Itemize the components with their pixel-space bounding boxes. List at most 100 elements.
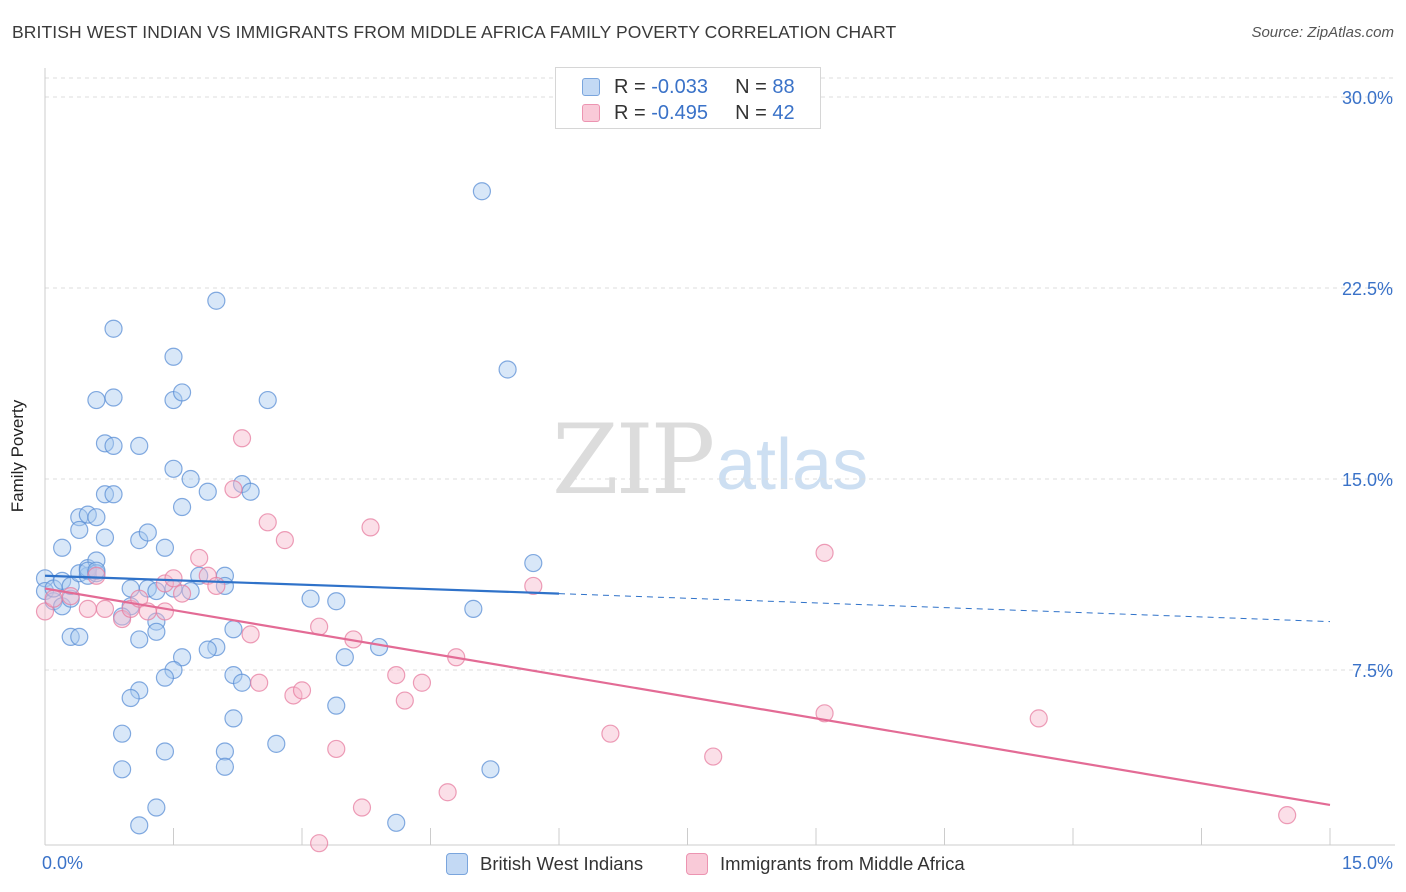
legend-label: British West Indians	[480, 853, 644, 874]
legend-swatch-pink	[582, 104, 600, 122]
blue-point	[232, 673, 252, 692]
pink-point	[87, 566, 106, 585]
blue-point	[524, 553, 543, 573]
legend-r-label: R =	[614, 102, 652, 124]
pink-point	[438, 783, 457, 802]
pink-point	[172, 584, 192, 603]
y-tick-label: 15.0%	[1342, 470, 1393, 490]
blue-point	[335, 648, 354, 667]
blue-point	[198, 640, 217, 659]
blue-point	[121, 688, 140, 708]
blue-point	[164, 347, 183, 366]
blue-point	[198, 482, 217, 501]
pink-point	[207, 576, 226, 596]
blue-point	[327, 592, 346, 611]
legend-r-value: -0.495	[651, 102, 708, 124]
blue-point	[104, 436, 123, 455]
blue-trend-extension	[558, 593, 1331, 623]
blue-trend-line	[44, 574, 560, 595]
legend-n-value: 88	[772, 76, 795, 98]
pink-point	[395, 691, 414, 710]
blue-point	[172, 383, 192, 402]
legend-n-label: N =	[735, 76, 773, 98]
legend-n-label: N =	[735, 102, 773, 124]
pink-point	[95, 599, 115, 618]
blue-point	[327, 696, 346, 715]
blue-point	[130, 436, 149, 455]
pink-point	[155, 602, 175, 621]
blue-point	[472, 182, 491, 201]
blue-point	[112, 760, 132, 779]
blue-point	[224, 620, 243, 639]
pink-point	[241, 625, 260, 644]
pink-point	[190, 548, 209, 568]
blue-point	[215, 757, 234, 776]
legend-r-label: R =	[614, 76, 652, 98]
pink-point	[815, 543, 834, 562]
pink-point	[704, 747, 723, 766]
blue-point	[155, 668, 175, 687]
pink-point	[361, 518, 380, 537]
correlation-legend: R = -0.033 N = 88 R = -0.495 N = 42	[555, 67, 821, 129]
pink-point	[224, 480, 243, 499]
pink-point	[275, 531, 294, 550]
pink-point	[78, 599, 97, 618]
y-tick-label: 30.0%	[1342, 88, 1393, 108]
pink-point	[412, 673, 432, 692]
blue-point	[155, 538, 175, 557]
blue-point	[112, 724, 132, 743]
blue-point	[215, 742, 234, 761]
pink-point	[44, 589, 63, 608]
blue-point	[87, 390, 106, 410]
blue-point	[207, 291, 226, 310]
blue-point	[301, 589, 320, 608]
blue-point	[258, 390, 277, 410]
blue-point	[138, 523, 157, 542]
blue-point	[104, 319, 123, 338]
x-tick-label: 15.0%	[1342, 853, 1393, 873]
blue-point	[95, 528, 115, 547]
blue-point	[498, 360, 517, 379]
pink-point	[601, 724, 620, 743]
blue-point	[172, 648, 192, 667]
blue-point	[164, 459, 183, 478]
pink-point	[35, 602, 55, 621]
pink-point	[1278, 806, 1297, 825]
blue-point	[267, 734, 286, 753]
blue-point	[70, 520, 89, 540]
pink-point	[61, 587, 80, 606]
blue-point	[241, 482, 260, 501]
blue-point	[87, 561, 106, 580]
blue-point	[53, 538, 72, 557]
blue-point	[104, 388, 123, 407]
legend-swatch-blue	[446, 853, 468, 875]
blue-point	[147, 798, 166, 817]
legend-r-value: -0.033	[651, 76, 708, 98]
blue-point	[181, 469, 200, 489]
blue-point	[130, 816, 149, 835]
legend-swatch-blue	[582, 78, 600, 96]
y-axis-title: Family Poverty	[8, 399, 27, 513]
pink-point	[352, 798, 372, 817]
pink-point	[815, 704, 834, 723]
pink-point	[327, 739, 346, 759]
y-tick-label: 7.5%	[1352, 661, 1393, 681]
pink-point	[524, 576, 543, 596]
blue-point	[130, 630, 149, 649]
pink-trend-line	[44, 587, 1331, 807]
pink-point	[164, 569, 183, 588]
x-tick-label: 0.0%	[42, 853, 83, 873]
blue-point	[224, 709, 243, 728]
pink-point	[258, 513, 277, 532]
pink-point	[387, 665, 406, 685]
pink-point	[250, 673, 269, 692]
pink-point	[284, 686, 303, 705]
blue-point	[104, 485, 123, 504]
blue-point	[387, 813, 406, 832]
pink-point	[310, 834, 329, 853]
chart-title: BRITISH WEST INDIAN VS IMMIGRANTS FROM M…	[12, 22, 897, 42]
pink-point	[1029, 709, 1048, 728]
blue-point	[87, 508, 106, 527]
blue-point	[70, 627, 89, 646]
